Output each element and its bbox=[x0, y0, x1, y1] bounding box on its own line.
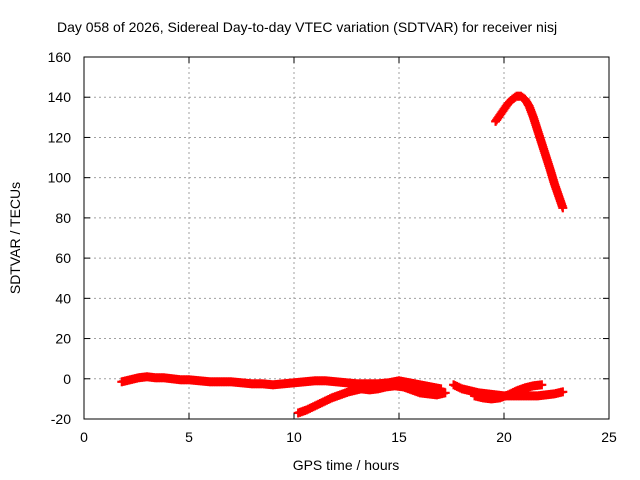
y-tick-label: 100 bbox=[48, 170, 72, 186]
chart-title: Day 058 of 2026, Sidereal Day-to-day VTE… bbox=[57, 19, 557, 35]
y-tick-label: -20 bbox=[51, 411, 71, 427]
y-tick-label: 60 bbox=[55, 250, 71, 266]
x-tick-label: 5 bbox=[185, 429, 193, 445]
x-tick-label: 10 bbox=[286, 429, 302, 445]
plot-frame bbox=[83, 56, 610, 420]
x-tick-label: 0 bbox=[80, 429, 88, 445]
y-tick-label: 0 bbox=[63, 371, 71, 387]
x-axis-tick-labels: 0 5 10 15 20 25 bbox=[80, 429, 617, 445]
y-axis-tick-labels: -20 0 20 40 60 80 100 120 140 160 bbox=[48, 49, 72, 427]
x-tick-label: 25 bbox=[601, 429, 617, 445]
x-axis-title: GPS time / hours bbox=[293, 457, 400, 473]
data-points bbox=[117, 91, 568, 418]
y-tick-label: 120 bbox=[48, 129, 72, 145]
series-2 bbox=[348, 381, 450, 400]
series-4 bbox=[470, 380, 547, 404]
axis-ticks bbox=[83, 56, 610, 420]
x-tick-label: 15 bbox=[391, 429, 407, 445]
y-tick-label: 80 bbox=[55, 210, 71, 226]
grid-lines bbox=[84, 57, 609, 419]
series-5 bbox=[491, 91, 568, 213]
y-tick-label: 20 bbox=[55, 331, 71, 347]
y-tick-label: 140 bbox=[48, 89, 72, 105]
series-0 bbox=[117, 372, 446, 394]
x-tick-label: 20 bbox=[496, 429, 512, 445]
y-axis-title: SDTVAR / TECUs bbox=[7, 182, 23, 294]
y-tick-label: 40 bbox=[55, 290, 71, 306]
y-tick-label: 160 bbox=[48, 49, 72, 65]
